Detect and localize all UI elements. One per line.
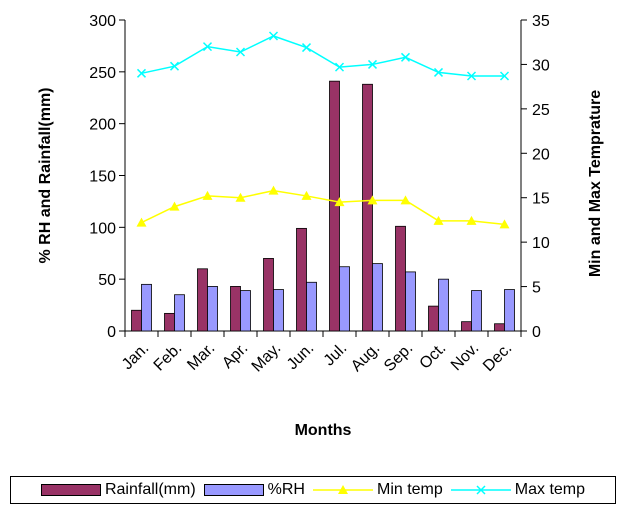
x-tick-label: Mar. xyxy=(184,340,218,374)
bar--rh xyxy=(471,290,482,332)
y-tick-label-left: 0 xyxy=(107,324,116,341)
bar--rh xyxy=(405,271,416,332)
line-max-temp xyxy=(141,35,505,77)
legend: Rainfall(mm) %RH Min temp Max temp xyxy=(10,476,616,504)
bar-rainfall-mm- xyxy=(164,312,175,332)
line-min-temp xyxy=(141,189,505,226)
point-min-temp xyxy=(433,215,444,225)
y-tick-label-left: 150 xyxy=(89,169,116,186)
point-max-temp xyxy=(400,52,411,62)
x-tick-label: Dec. xyxy=(480,340,515,375)
point-min-temp xyxy=(268,185,279,195)
point-min-temp xyxy=(466,215,477,225)
x-tick-label: Apr. xyxy=(219,340,251,372)
point-max-temp xyxy=(334,62,345,72)
bar-rainfall-mm- xyxy=(395,225,406,332)
legend-label-max-temp: Max temp xyxy=(514,481,586,498)
bar--rh xyxy=(339,266,350,332)
y2-tick-label-right: 0 xyxy=(532,324,541,341)
y2-tick-label-right: 20 xyxy=(532,146,550,163)
x-tick-label: Feb. xyxy=(151,340,186,375)
legend-label-rh: %RH xyxy=(267,481,305,498)
bar-rainfall-mm- xyxy=(494,323,505,332)
x-tick-label: Nov. xyxy=(448,340,482,374)
chart: 0 50 100 150 200 250 300 0 5 10 15 20 25 30 35 Jan.Feb.… xyxy=(37,13,604,439)
point-max-temp xyxy=(466,71,477,81)
point-max-temp xyxy=(136,68,147,78)
y2-tick-label-right: 15 xyxy=(532,191,550,208)
bar-rainfall-mm- xyxy=(296,227,307,332)
point-max-temp xyxy=(367,59,378,69)
bar--rh xyxy=(438,278,449,332)
legend-swatch-max-temp xyxy=(450,485,511,495)
x-tick-label: May. xyxy=(249,340,285,376)
point-max-temp xyxy=(301,43,312,53)
x-tick-label: Sep. xyxy=(381,340,416,375)
y2-tick-label-right: 30 xyxy=(532,57,550,74)
point-max-temp xyxy=(235,47,246,57)
bar--rh xyxy=(273,289,284,332)
bar-rainfall-mm- xyxy=(263,258,274,332)
x-tick-label: Jun. xyxy=(284,340,317,373)
point-min-temp xyxy=(334,197,345,207)
bar--rh xyxy=(141,283,152,332)
x-tick-label: Jan. xyxy=(119,340,152,373)
bar--rh xyxy=(504,289,515,332)
bar-rainfall-mm- xyxy=(230,286,241,332)
x-tick-label: Oct. xyxy=(417,340,450,373)
y-axis-title-right: Min and Max Temprature xyxy=(587,90,604,277)
bar--rh xyxy=(207,286,218,332)
y-tick-label-left: 300 xyxy=(89,13,116,30)
point-min-temp xyxy=(301,190,312,200)
point-max-temp xyxy=(268,31,279,41)
legend-item-max-temp: Max temp xyxy=(450,481,586,499)
x-tick-label: Aug. xyxy=(348,340,383,375)
y-axis-title-left: % RH and Rainfall(mm) xyxy=(37,87,54,263)
point-min-temp xyxy=(202,190,213,200)
bar-rainfall-mm- xyxy=(131,309,142,332)
legend-label-rainfall: Rainfall(mm) xyxy=(104,481,196,498)
bar-rainfall-mm- xyxy=(461,321,472,332)
x-axis-title: Months xyxy=(295,422,352,439)
bar-rainfall-mm- xyxy=(428,305,439,332)
bar-rainfall-mm- xyxy=(197,268,208,332)
point-min-temp xyxy=(499,219,510,229)
point-max-temp xyxy=(202,42,213,52)
point-min-temp xyxy=(235,192,246,202)
x-tick-label: Jul. xyxy=(321,340,351,370)
legend-label-min-temp: Min temp xyxy=(376,481,443,498)
y2-tick-label-right: 35 xyxy=(532,13,550,30)
legend-item-rainfall: Rainfall(mm) xyxy=(40,481,196,499)
y2-tick-label-right: 10 xyxy=(532,235,550,252)
legend-swatch-min-temp xyxy=(312,485,373,494)
legend-item-rh: %RH xyxy=(203,481,305,499)
point-min-temp xyxy=(367,195,378,205)
legend-swatch-rh xyxy=(203,484,264,496)
bar--rh xyxy=(174,294,185,332)
legend-item-min-temp: Min temp xyxy=(312,481,443,499)
y-tick-label-left: 50 xyxy=(98,272,116,289)
point-min-temp xyxy=(169,201,180,211)
point-max-temp xyxy=(499,71,510,81)
y-tick-label-left: 200 xyxy=(89,117,116,134)
y-tick-label-left: 100 xyxy=(89,220,116,237)
point-max-temp xyxy=(433,67,444,77)
y2-tick-label-right: 5 xyxy=(532,280,541,297)
y-tick-label-left: 250 xyxy=(89,65,116,82)
bar--rh xyxy=(306,281,317,332)
legend-swatch-rainfall xyxy=(40,484,101,496)
point-min-temp xyxy=(400,195,411,205)
point-max-temp xyxy=(169,61,180,71)
bar--rh xyxy=(240,290,251,332)
bar--rh xyxy=(372,263,383,332)
y2-tick-label-right: 25 xyxy=(532,102,550,119)
point-min-temp xyxy=(136,217,147,227)
bar-rainfall-mm- xyxy=(362,83,373,332)
